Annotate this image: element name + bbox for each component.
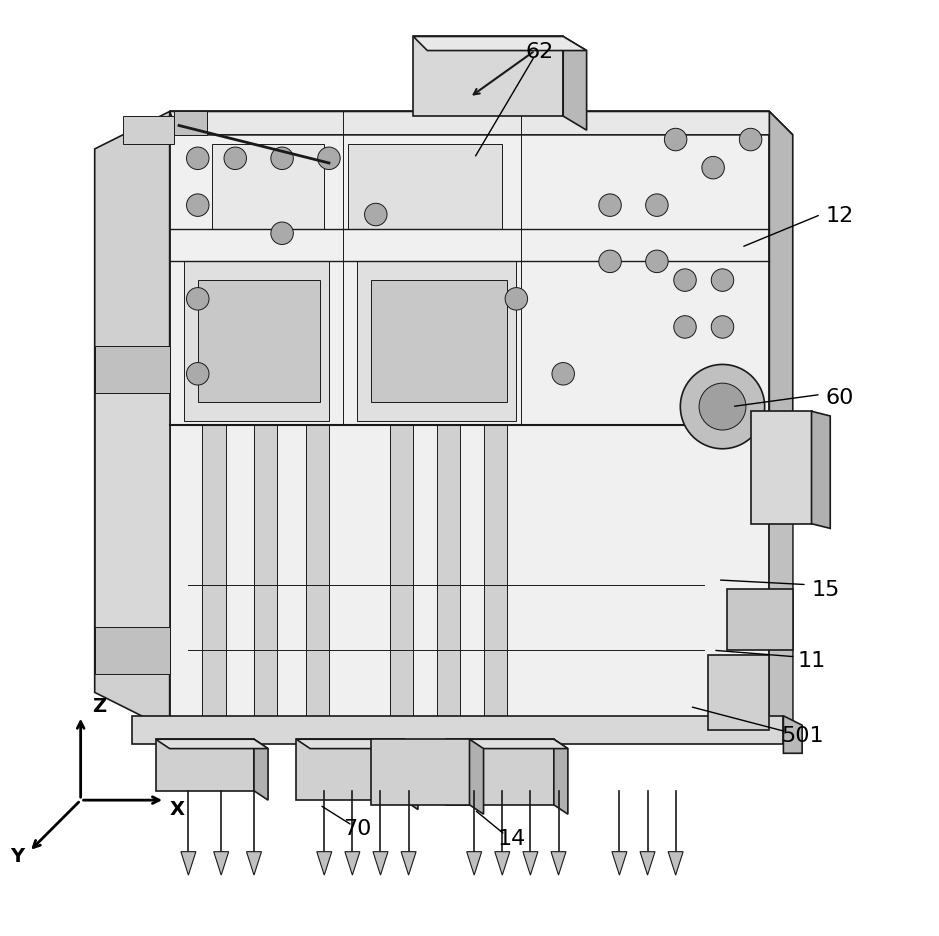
Text: Y: Y <box>10 846 24 865</box>
Circle shape <box>711 270 733 292</box>
Polygon shape <box>669 852 684 875</box>
Polygon shape <box>123 117 175 145</box>
Polygon shape <box>523 852 538 875</box>
Polygon shape <box>554 739 568 814</box>
Polygon shape <box>254 739 268 800</box>
Polygon shape <box>373 852 388 875</box>
Text: 15: 15 <box>811 579 839 600</box>
Polygon shape <box>437 426 460 730</box>
Text: 70: 70 <box>343 818 371 839</box>
Polygon shape <box>247 852 261 875</box>
Circle shape <box>187 288 209 311</box>
Polygon shape <box>612 852 627 875</box>
Polygon shape <box>484 426 507 730</box>
Polygon shape <box>296 739 404 800</box>
Circle shape <box>505 288 528 311</box>
Polygon shape <box>750 412 811 524</box>
Polygon shape <box>95 112 170 730</box>
Polygon shape <box>132 716 783 744</box>
Polygon shape <box>347 145 502 229</box>
Circle shape <box>187 148 209 170</box>
Circle shape <box>270 223 293 245</box>
Text: 14: 14 <box>498 827 526 848</box>
Polygon shape <box>811 412 830 529</box>
Polygon shape <box>170 112 793 136</box>
Polygon shape <box>184 262 329 421</box>
Circle shape <box>552 363 575 386</box>
Text: 12: 12 <box>825 205 854 226</box>
Circle shape <box>187 363 209 386</box>
Circle shape <box>646 251 669 273</box>
Polygon shape <box>467 852 482 875</box>
Polygon shape <box>156 739 268 749</box>
Polygon shape <box>296 739 418 749</box>
Polygon shape <box>727 590 793 651</box>
Polygon shape <box>357 262 516 421</box>
Polygon shape <box>446 739 568 749</box>
Circle shape <box>674 270 696 292</box>
Circle shape <box>599 195 622 217</box>
Polygon shape <box>551 852 566 875</box>
Polygon shape <box>470 739 484 814</box>
Text: 62: 62 <box>526 41 554 62</box>
Polygon shape <box>404 739 418 810</box>
Polygon shape <box>181 852 196 875</box>
Circle shape <box>674 316 696 339</box>
Circle shape <box>701 157 724 180</box>
Polygon shape <box>563 37 587 131</box>
Polygon shape <box>390 426 413 730</box>
Circle shape <box>187 195 209 217</box>
Polygon shape <box>254 426 277 730</box>
Polygon shape <box>175 112 208 136</box>
Circle shape <box>699 384 746 431</box>
Polygon shape <box>640 852 655 875</box>
Polygon shape <box>305 426 329 730</box>
Polygon shape <box>95 627 170 674</box>
Polygon shape <box>198 281 319 402</box>
Polygon shape <box>413 37 563 117</box>
Polygon shape <box>95 374 170 655</box>
Polygon shape <box>769 449 793 739</box>
Polygon shape <box>203 426 226 730</box>
Polygon shape <box>401 852 416 875</box>
Polygon shape <box>446 739 554 805</box>
Polygon shape <box>214 852 229 875</box>
Polygon shape <box>495 852 510 875</box>
Text: 501: 501 <box>781 724 824 745</box>
Polygon shape <box>345 852 360 875</box>
Polygon shape <box>170 112 769 730</box>
Text: Z: Z <box>92 696 106 715</box>
Polygon shape <box>212 145 324 229</box>
Polygon shape <box>95 346 170 393</box>
Text: 11: 11 <box>797 650 825 670</box>
Polygon shape <box>371 281 507 402</box>
Circle shape <box>270 148 293 170</box>
Polygon shape <box>783 716 802 753</box>
Polygon shape <box>156 739 254 791</box>
Circle shape <box>224 148 247 170</box>
Polygon shape <box>316 852 331 875</box>
Circle shape <box>665 129 687 152</box>
Circle shape <box>646 195 669 217</box>
Text: 60: 60 <box>825 388 854 408</box>
Circle shape <box>711 316 733 339</box>
Circle shape <box>364 204 387 227</box>
Circle shape <box>599 251 622 273</box>
Circle shape <box>739 129 762 152</box>
Circle shape <box>317 148 340 170</box>
Circle shape <box>681 365 764 449</box>
Polygon shape <box>708 655 769 730</box>
Text: X: X <box>170 799 185 818</box>
Polygon shape <box>769 112 793 739</box>
Polygon shape <box>413 37 587 51</box>
Polygon shape <box>371 739 470 805</box>
